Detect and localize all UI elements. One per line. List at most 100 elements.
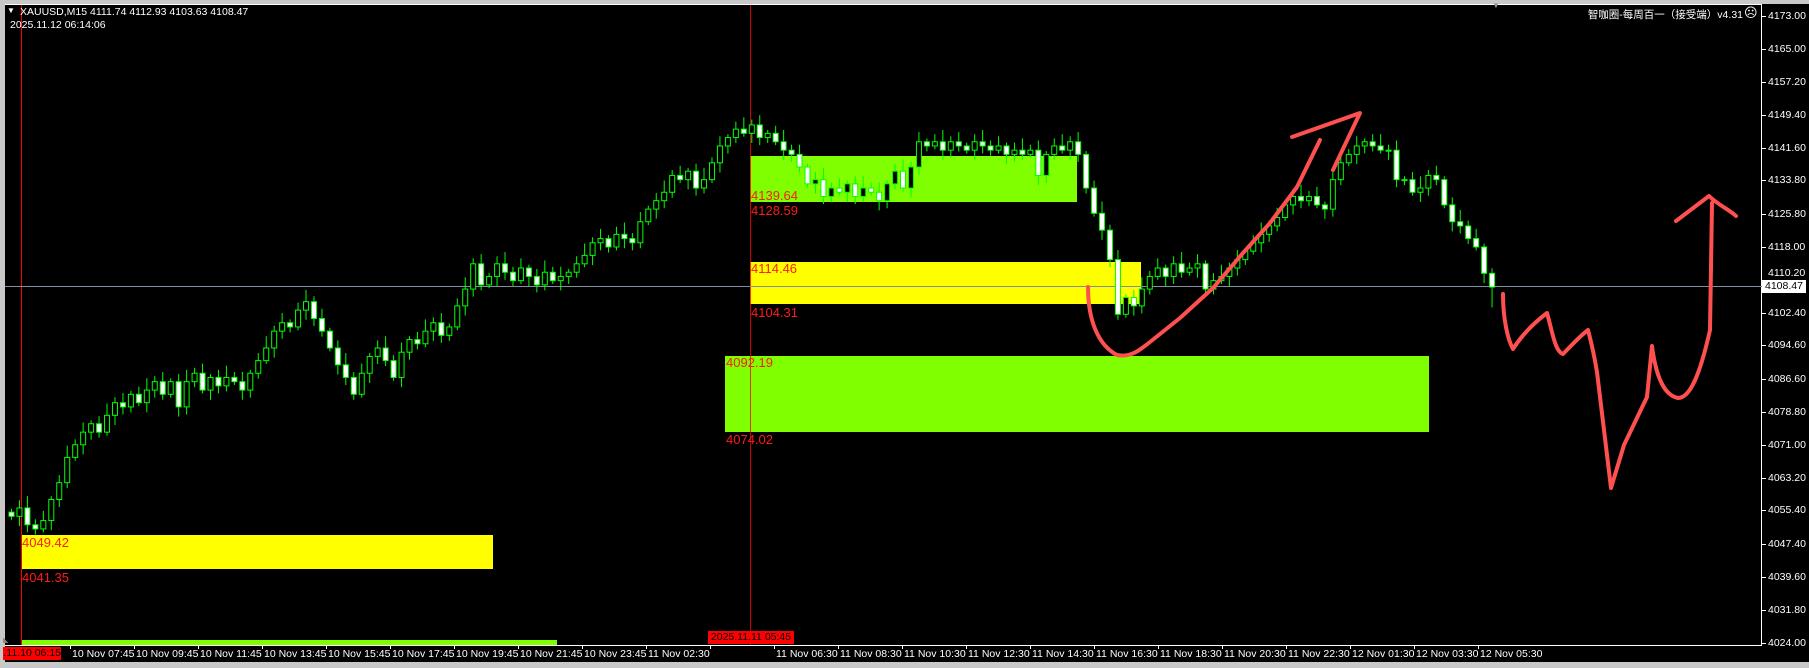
zone-label-bottom: 4104.31	[751, 305, 798, 320]
drawing-zigzag-path[interactable]	[1501, 201, 1714, 490]
zone-green-strip[interactable]	[21, 640, 557, 645]
candle-body	[732, 128, 739, 139]
candle	[8, 508, 15, 520]
candle	[645, 205, 652, 226]
candle-body	[40, 520, 47, 530]
candle-body	[613, 233, 620, 248]
candle-body	[740, 128, 747, 134]
candle-body	[1202, 263, 1209, 290]
candle-body	[605, 238, 612, 248]
candle-body	[8, 511, 15, 517]
time-tick-label: 10 Nov 09:45	[136, 648, 199, 660]
candle	[621, 222, 628, 249]
time-tick-mark	[902, 645, 903, 649]
candle-body	[868, 187, 875, 193]
candle	[931, 134, 938, 150]
candle	[1059, 134, 1066, 154]
candle-body	[788, 149, 795, 155]
candle	[223, 365, 230, 392]
price-tick-mark	[1762, 312, 1766, 314]
candle-body	[701, 179, 708, 189]
candle-body	[231, 376, 238, 383]
zone-yellow-middle[interactable]	[750, 262, 1141, 304]
candle-body	[549, 271, 556, 282]
price-tick-mark	[1762, 576, 1766, 578]
candle	[836, 178, 843, 196]
candle-body	[334, 347, 341, 366]
zone-green-large[interactable]	[725, 356, 1429, 432]
candle	[430, 317, 437, 341]
candle	[16, 500, 23, 527]
candle	[1186, 262, 1193, 276]
dropdown-triangle-icon[interactable]: ▼	[7, 6, 15, 15]
price-axis[interactable]	[1762, 4, 1809, 662]
candle	[1075, 132, 1082, 162]
candle-body	[1162, 267, 1169, 277]
candle	[111, 397, 118, 426]
candle	[613, 226, 620, 251]
candle-body	[96, 423, 103, 433]
hand-drawing-zigzag[interactable]	[1501, 194, 1738, 490]
time-axis[interactable]	[5, 645, 1809, 662]
candle	[1122, 294, 1129, 318]
candle	[462, 277, 469, 316]
candle	[716, 136, 723, 173]
candle-body	[215, 376, 222, 387]
time-tick-label: 10 Nov 23:45	[584, 648, 647, 660]
candle-body	[1361, 141, 1368, 147]
candle-body	[971, 141, 978, 151]
candle-body	[382, 347, 389, 362]
candle-body	[1114, 259, 1121, 315]
candle	[342, 353, 349, 386]
time-tick-mark	[1222, 645, 1223, 649]
candle	[127, 390, 134, 413]
zone-yellow-bottom-left[interactable]	[21, 535, 493, 569]
candle-body	[892, 170, 899, 185]
time-tick-mark	[1478, 645, 1479, 649]
price-tick-label: 4024.00	[1768, 636, 1806, 649]
candle-body	[1138, 288, 1145, 307]
candle	[1313, 186, 1320, 209]
candle-body	[422, 330, 429, 345]
candle	[1481, 243, 1488, 284]
drawing-curve-up[interactable]	[1086, 138, 1322, 358]
candle	[1170, 256, 1177, 285]
candle-body	[517, 267, 524, 282]
drawing-arrowhead-zigzag[interactable]	[1674, 194, 1738, 223]
candle-body	[621, 233, 628, 240]
price-tick-label: 4047.40	[1768, 538, 1806, 551]
hand-drawing-up-arrow[interactable]	[1086, 111, 1362, 358]
candle	[215, 369, 222, 394]
candle	[820, 167, 827, 205]
candle-body	[1059, 145, 1066, 151]
candle-body	[1106, 229, 1113, 261]
candle	[987, 140, 994, 156]
candle-body	[796, 153, 803, 168]
candle-body	[1003, 145, 1010, 155]
candle-body	[1337, 162, 1344, 181]
time-tick-mark	[70, 645, 71, 649]
candle	[40, 510, 47, 533]
candle	[382, 336, 389, 367]
candle	[661, 180, 668, 209]
time-tick-label: 11 Nov 16:30	[1096, 648, 1158, 660]
price-tick-mark	[1762, 15, 1766, 17]
price-tick-label: 4031.80	[1768, 603, 1806, 616]
zone-label-bottom: 4041.35	[22, 570, 69, 585]
time-tick-label: 10 Nov 07:45	[72, 648, 135, 660]
candle	[422, 319, 429, 348]
candle-body	[1353, 145, 1360, 155]
candle-body	[708, 162, 715, 181]
candle	[828, 182, 835, 202]
candle-body	[16, 507, 23, 517]
chart-shift-marker-icon[interactable]: ▼	[1492, 1, 1500, 10]
time-tick-mark	[518, 645, 519, 649]
candle	[446, 323, 453, 341]
candle	[1027, 144, 1034, 158]
scroll-corner-triangle-icon[interactable]: ◣	[3, 637, 9, 644]
candle-body	[1027, 149, 1034, 155]
candle	[310, 296, 317, 327]
drawing-arrowhead-up[interactable]	[1290, 111, 1362, 172]
price-tick-label: 4165.00	[1768, 43, 1806, 56]
